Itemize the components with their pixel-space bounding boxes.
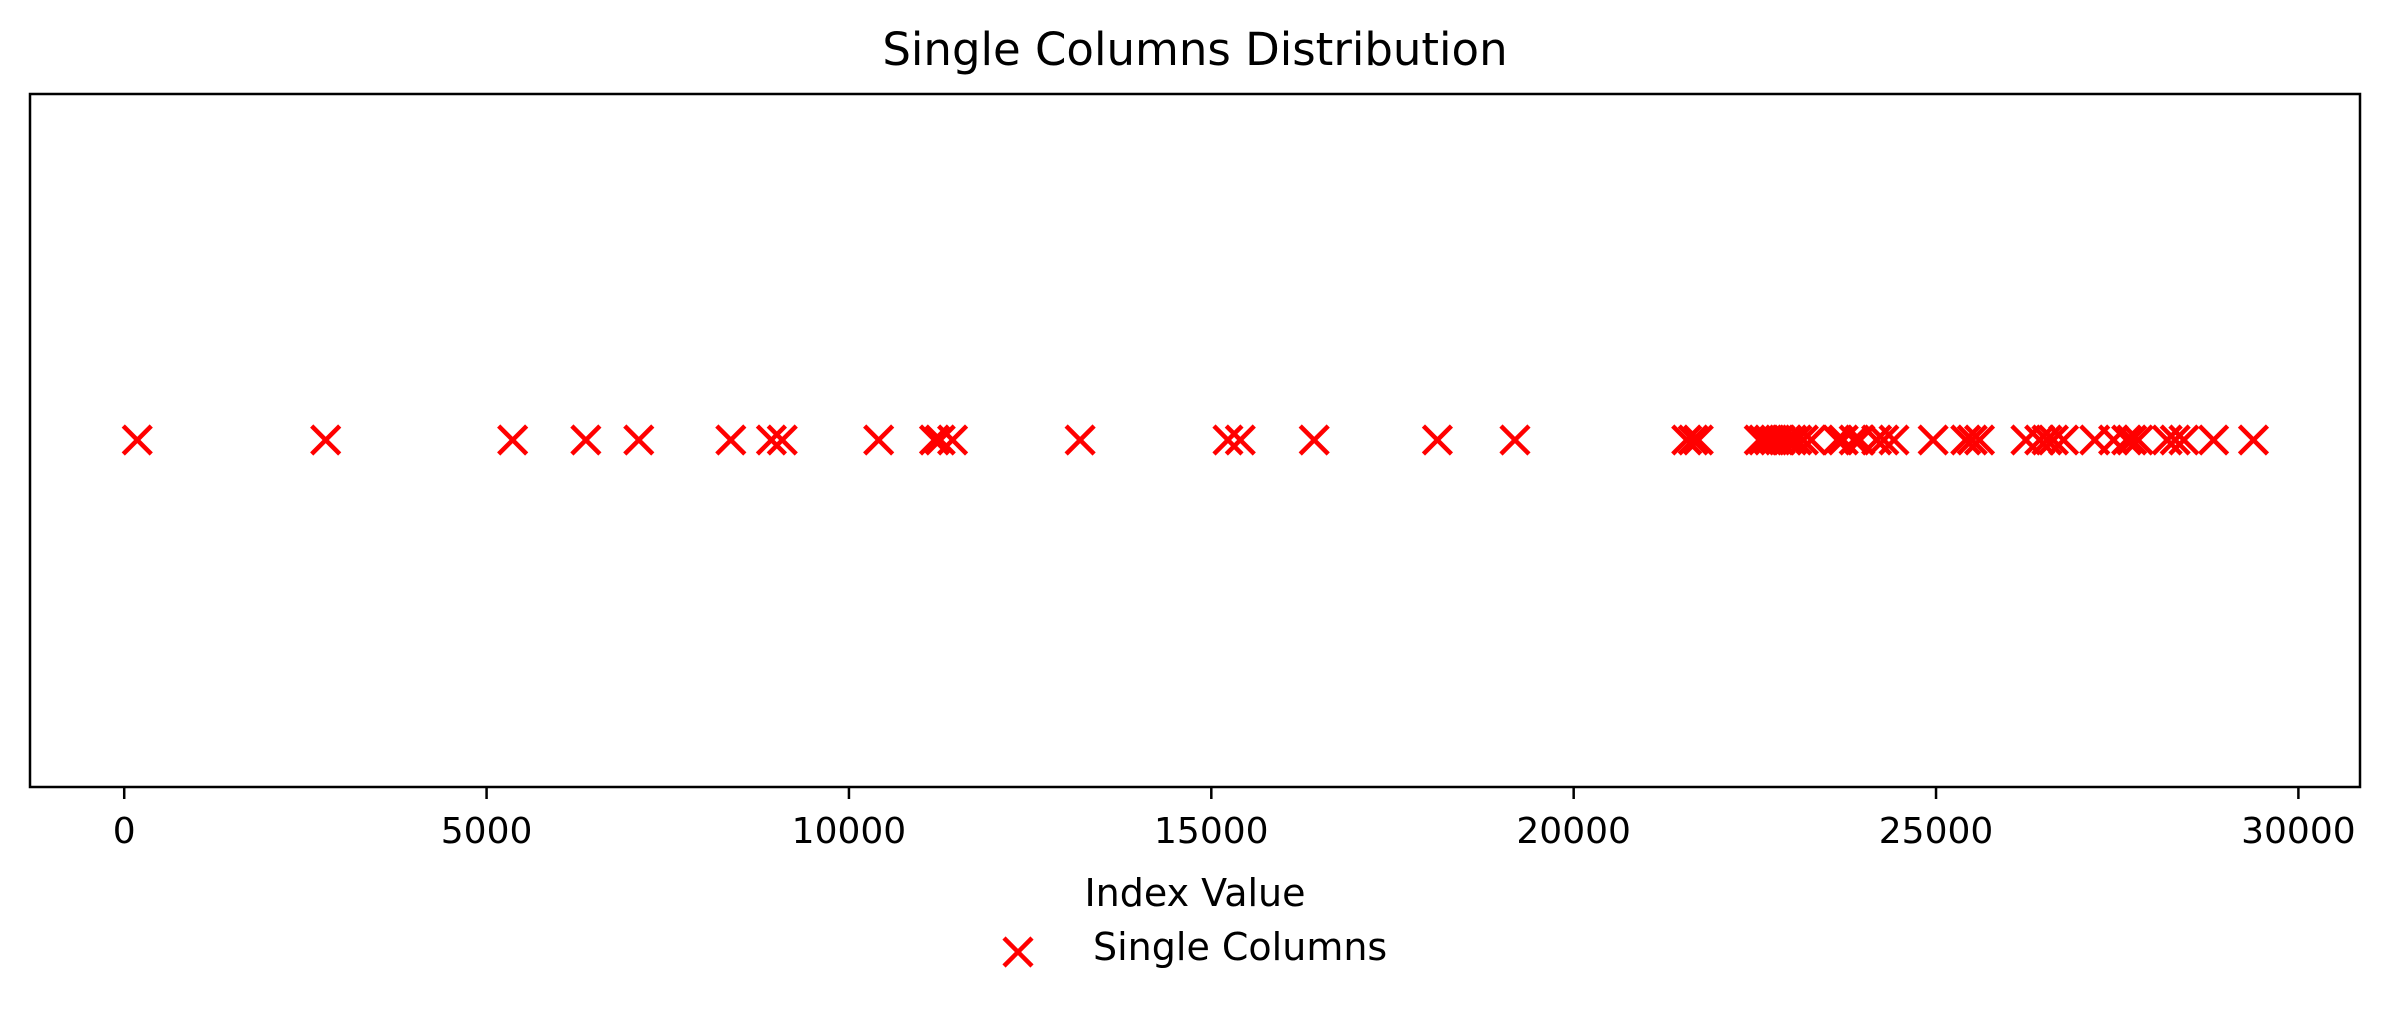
legend: Single Columns xyxy=(1002,925,1387,969)
x-axis: 0 5000 10000 15000 20000 25000 30000 xyxy=(113,787,2356,852)
data-point xyxy=(497,424,529,456)
x-tick-label: 15000 xyxy=(1154,811,1269,852)
x-tick-label: 0 xyxy=(113,811,136,852)
data-point xyxy=(310,424,342,456)
data-point xyxy=(1781,424,1813,456)
data-point xyxy=(1421,424,1454,456)
data-point xyxy=(2122,424,2154,456)
data-point xyxy=(1795,424,1827,456)
data-point xyxy=(863,424,895,456)
data-point xyxy=(1838,424,1870,456)
data-point xyxy=(2168,424,2200,456)
data-point xyxy=(1298,424,1330,456)
data-point xyxy=(1878,424,1910,456)
x-axis-label: Index Value xyxy=(1084,871,1305,915)
data-point xyxy=(1671,424,1703,456)
legend-x-mark xyxy=(1002,936,1034,968)
data-point xyxy=(1956,424,1988,456)
data-point xyxy=(121,424,153,456)
data-point xyxy=(1917,424,1949,456)
data-point xyxy=(755,424,787,456)
data-point xyxy=(2237,424,2270,456)
data-point xyxy=(2047,424,2080,456)
data-point xyxy=(2198,424,2230,456)
data-point xyxy=(1963,424,1996,456)
data-point xyxy=(1787,424,1820,456)
data-point xyxy=(1499,424,1531,456)
x-tick-label: 30000 xyxy=(2241,811,2356,852)
data-point xyxy=(1950,424,1982,456)
data-point xyxy=(570,424,602,456)
data-point xyxy=(936,424,969,456)
x-tick-label: 5000 xyxy=(441,811,533,852)
x-tick-label: 10000 xyxy=(792,811,907,852)
data-point xyxy=(2037,424,2070,456)
data-point xyxy=(1682,424,1714,456)
x-tick-label: 20000 xyxy=(1516,811,1631,852)
data-point xyxy=(924,424,956,456)
data-point xyxy=(1064,424,1096,456)
data-point xyxy=(715,424,747,456)
data-point xyxy=(1212,424,1244,456)
data-point xyxy=(1868,424,1900,456)
data-point xyxy=(623,424,655,456)
chart-title: Single Columns Distribution xyxy=(882,23,1507,76)
data-point xyxy=(766,424,798,456)
x-tick-label: 25000 xyxy=(1879,811,1994,852)
data-point xyxy=(1224,424,1256,456)
data-point xyxy=(2024,424,2056,456)
data-point xyxy=(2111,424,2143,456)
legend-label-single-columns: Single Columns xyxy=(1093,925,1387,969)
legend-marker-x-icon xyxy=(1002,936,1034,968)
plot-area xyxy=(28,92,2362,789)
data-point xyxy=(2159,424,2191,456)
data-point xyxy=(1677,424,1709,456)
series-single-columns xyxy=(121,424,2270,456)
data-point xyxy=(2116,424,2148,456)
